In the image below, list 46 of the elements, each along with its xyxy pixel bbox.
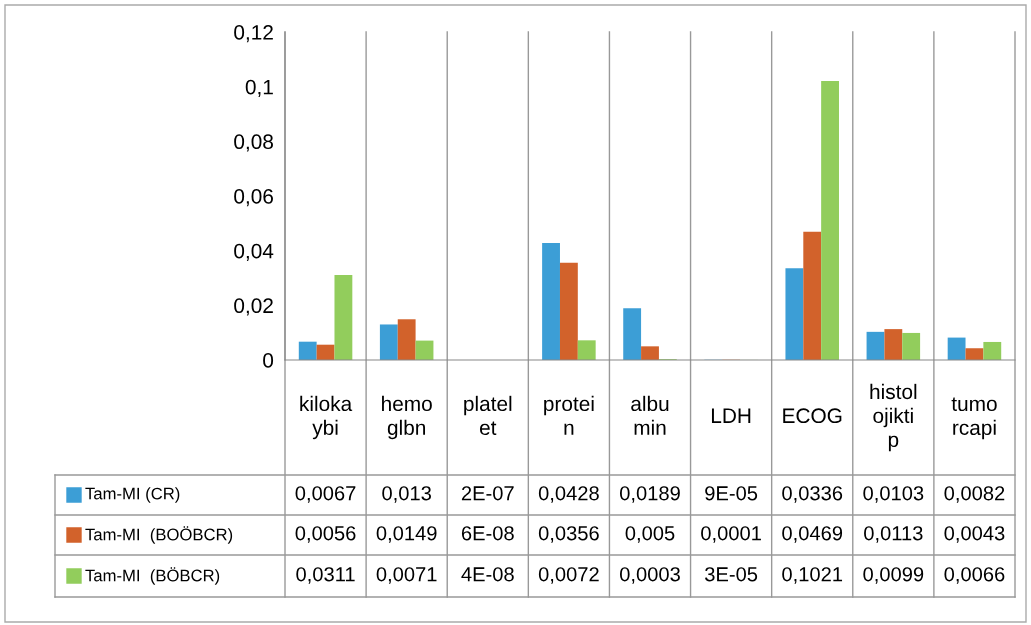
data-label: 0,0071 xyxy=(376,567,437,584)
data-label: 0,0336 xyxy=(782,486,843,503)
data-label: 0,0469 xyxy=(782,526,843,543)
legend-label: Tam-MI (BÖBCR) xyxy=(85,567,220,585)
y-tick-label: 0,1 xyxy=(245,79,273,97)
data-label: 0,0043 xyxy=(944,526,1005,543)
data-label: 0,0428 xyxy=(538,486,599,503)
data-label: 9E-05 xyxy=(705,486,758,501)
x-tick-label: albu min xyxy=(631,395,669,435)
data-label: 0,0149 xyxy=(376,526,437,543)
y-tick-label: 0,08 xyxy=(234,134,273,152)
legend-label: Tam-MI (CR) xyxy=(85,487,180,503)
x-tick-label: hemo glbn xyxy=(382,395,432,440)
y-tick-label: 0,04 xyxy=(234,243,274,261)
y-tick-label: 0,06 xyxy=(234,189,273,207)
data-label: 0,0001 xyxy=(701,526,761,543)
data-label: 0,0356 xyxy=(538,526,599,543)
data-label: 4E-08 xyxy=(461,567,514,582)
x-tick-label: kiloka ybi xyxy=(300,395,353,440)
data-label: 0,0311 xyxy=(296,567,355,584)
data-label: 0,0082 xyxy=(944,486,1005,503)
y-tick-label: 0 xyxy=(263,353,274,368)
data-label: 0,0189 xyxy=(619,486,680,503)
data-label: 0,0072 xyxy=(538,567,599,584)
data-label: 0,0066 xyxy=(944,567,1005,584)
x-tick-label: LDH xyxy=(711,408,751,423)
data-label: 0,0003 xyxy=(619,567,680,584)
data-label: 0,013 xyxy=(382,486,431,503)
data-label: 2E-07 xyxy=(461,486,514,501)
x-tick-label: platel et xyxy=(464,395,512,436)
x-tick-label: protei n xyxy=(544,395,594,435)
data-label: 0,0099 xyxy=(863,567,924,584)
y-tick-label: 0,02 xyxy=(234,298,273,316)
data-label: 0,0103 xyxy=(863,486,924,503)
y-tick-label: 0,12 xyxy=(234,25,273,43)
data-label: 0,005 xyxy=(625,526,675,543)
x-tick-label: tumo rcapi xyxy=(951,397,997,440)
data-label: 3E-05 xyxy=(705,567,758,582)
legend-label: Tam-MI (BOÖBCR) xyxy=(85,526,233,544)
data-label: 0,0056 xyxy=(295,526,356,543)
data-label: 6E-08 xyxy=(461,526,514,541)
data-label: 0,0067 xyxy=(295,486,356,503)
data-label: 0,0113 xyxy=(864,526,923,543)
data-label: 0,1021 xyxy=(782,567,843,584)
x-tick-label: histol ojikti p xyxy=(870,383,917,452)
x-tick-label: ECOG xyxy=(783,408,842,424)
